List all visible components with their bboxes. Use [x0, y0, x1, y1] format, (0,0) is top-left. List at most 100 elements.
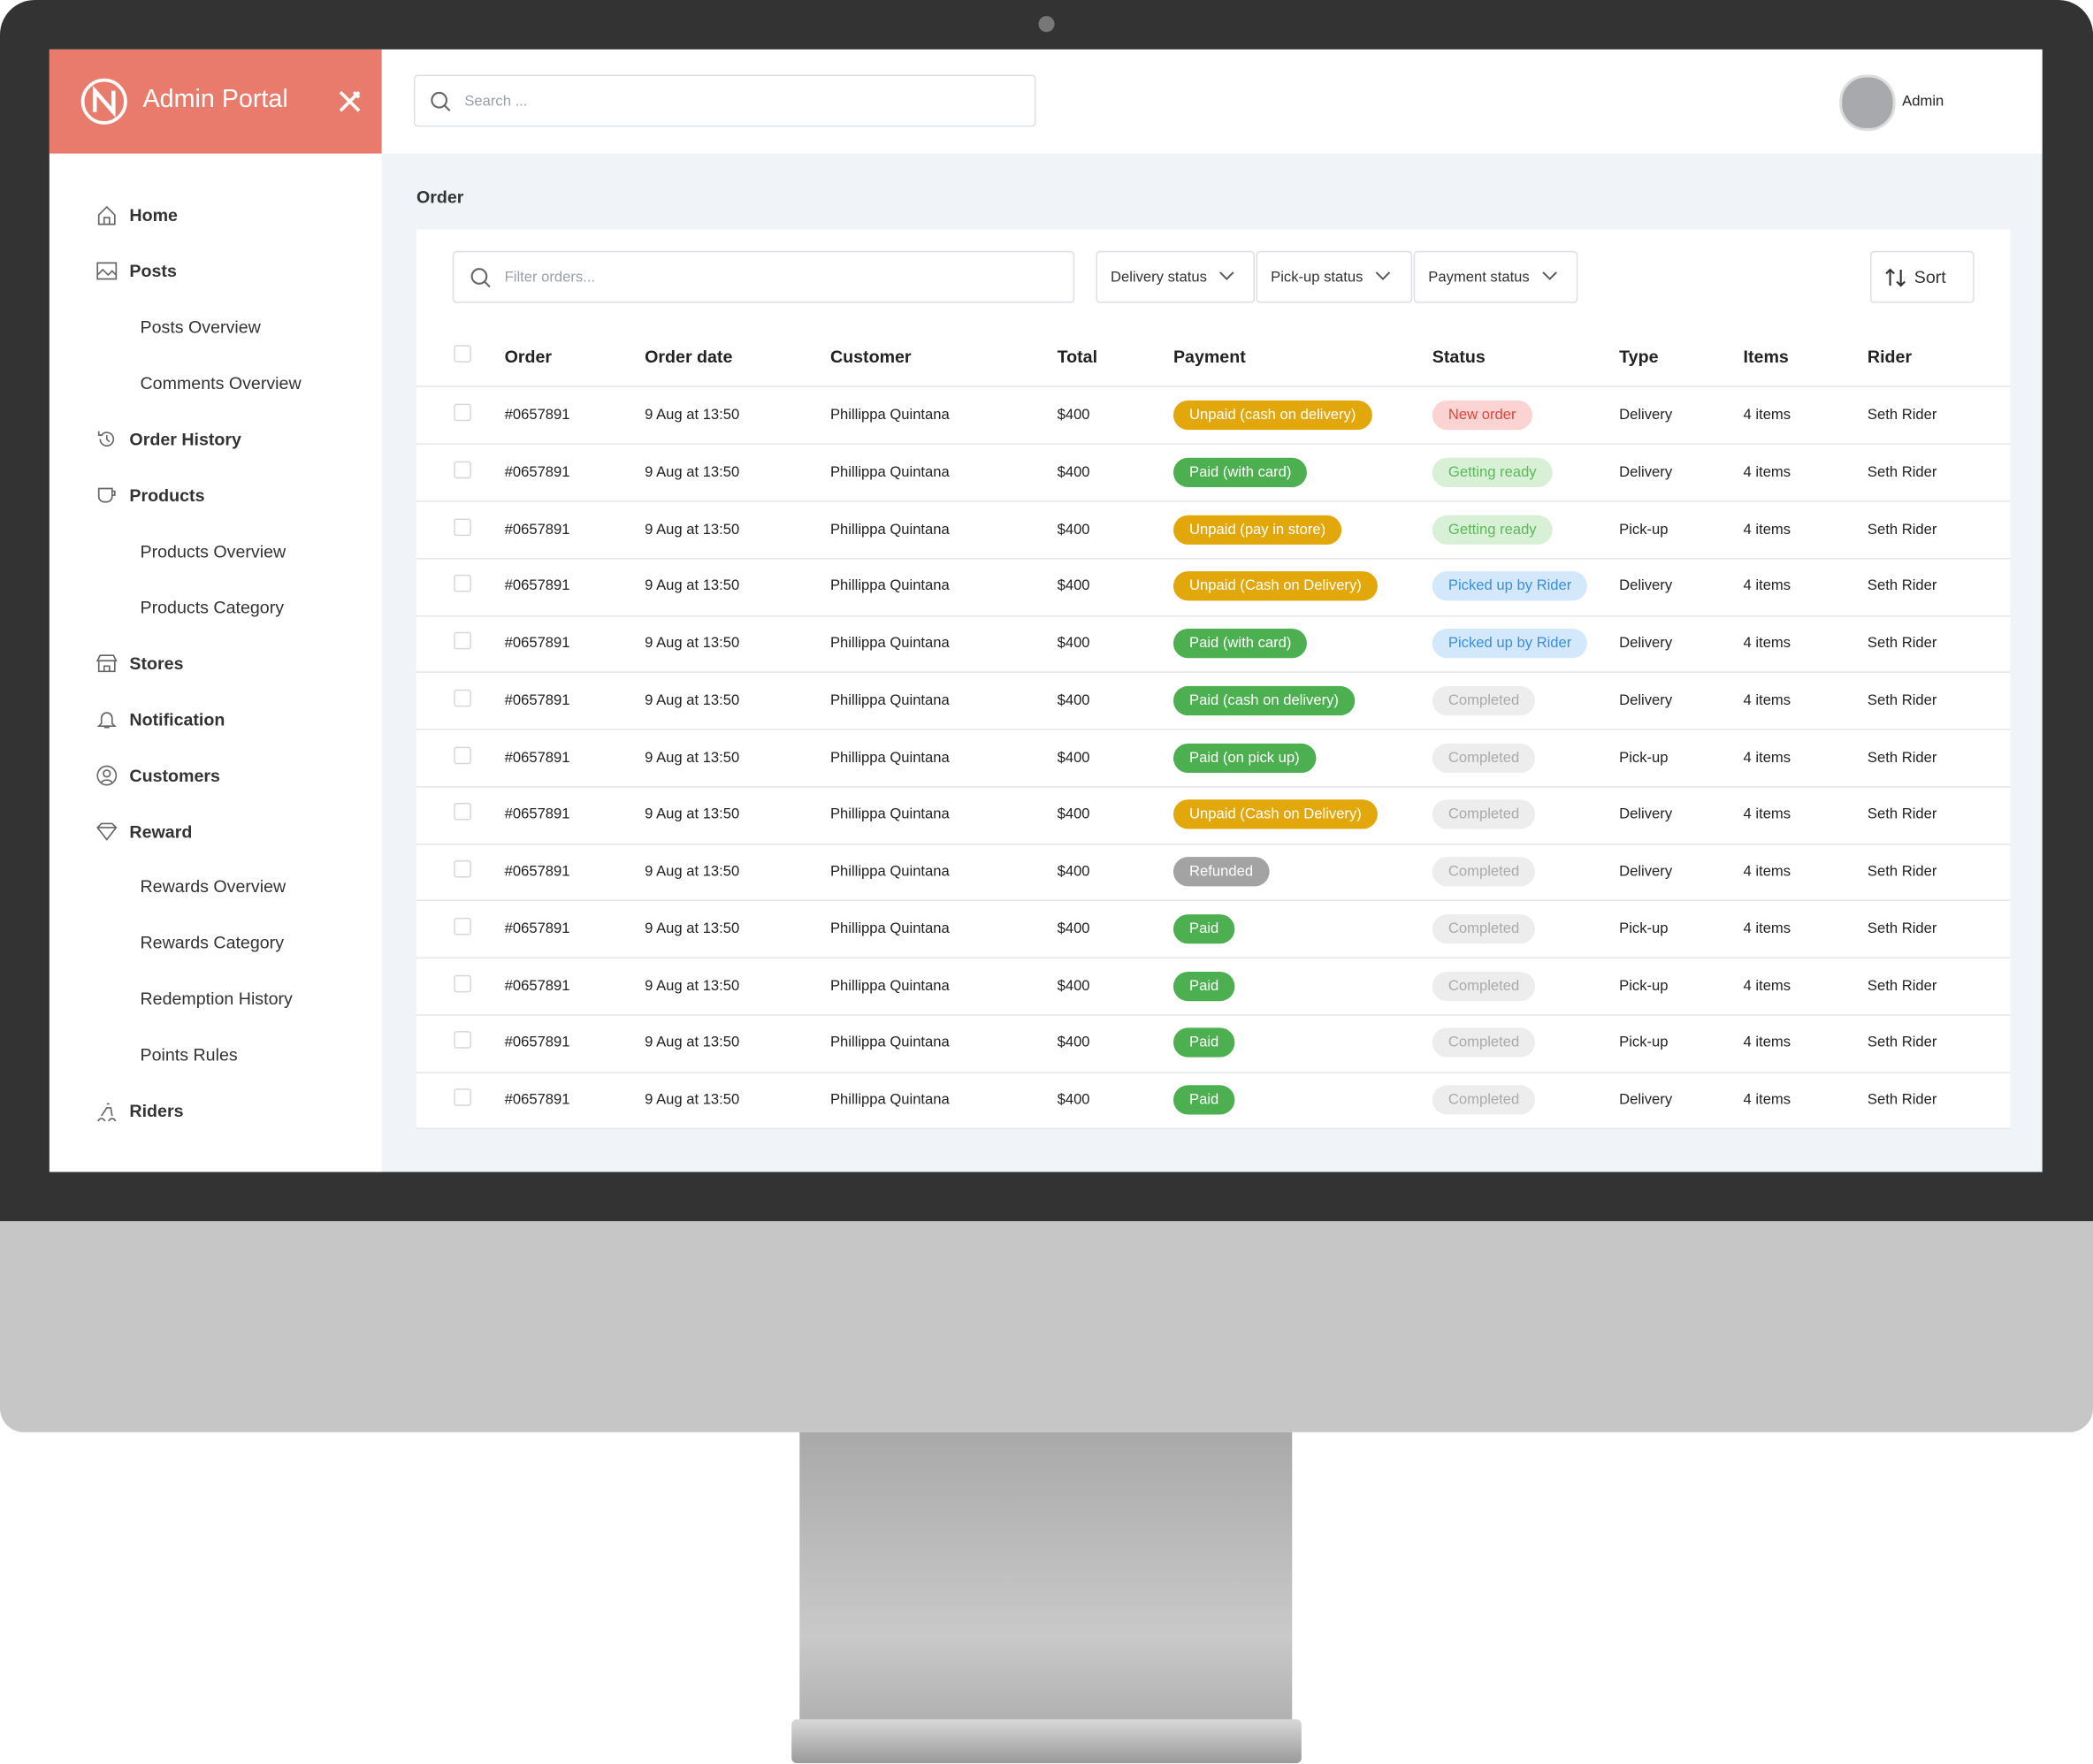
row-checkbox[interactable]: [454, 803, 471, 821]
nav-subitem[interactable]: Products Category: [140, 597, 285, 618]
row-checkbox[interactable]: [454, 974, 471, 992]
nav-item[interactable]: Riders: [129, 1100, 184, 1121]
payment-badge: Paid: [1173, 1085, 1235, 1115]
row-divider: [416, 615, 2011, 616]
cell: $400: [1057, 1091, 1090, 1108]
cell: Phillippa Quintana: [829, 977, 950, 994]
column-header: Total: [1057, 346, 1098, 367]
cell: $400: [1057, 635, 1090, 652]
cell: Pick-up: [1619, 977, 1669, 994]
cell: Delivery: [1619, 692, 1673, 709]
filter-dropdown[interactable]: Delivery status: [1096, 250, 1256, 303]
avatar[interactable]: [1839, 74, 1896, 131]
chevron-icon: [1375, 271, 1391, 280]
cell: 9 Aug at 13:50: [645, 749, 740, 766]
cell: Pick-up: [1619, 749, 1669, 766]
status-badge: Completed: [1432, 857, 1536, 887]
cell: Delivery: [1619, 806, 1673, 823]
cell: 9 Aug at 13:50: [645, 920, 740, 937]
cell: Seth Rider: [1867, 977, 1937, 994]
nav-item[interactable]: Customers: [129, 765, 220, 786]
nav-subitem[interactable]: Rewards Category: [140, 932, 285, 953]
header-checkbox[interactable]: [454, 345, 471, 363]
cell: $400: [1057, 863, 1090, 880]
cell: $400: [1057, 806, 1090, 823]
column-header: Order date: [645, 346, 733, 367]
row-checkbox[interactable]: [454, 1088, 471, 1106]
cell: Delivery: [1619, 578, 1673, 595]
row-divider: [416, 443, 2011, 446]
nav-icon: [97, 1103, 117, 1122]
cell: $400: [1057, 920, 1090, 937]
cell: Seth Rider: [1867, 463, 1937, 481]
row-checkbox[interactable]: [454, 745, 471, 764]
chevron: [1218, 269, 1234, 285]
nav-item[interactable]: Stores: [129, 653, 184, 674]
row-divider: [416, 1014, 2011, 1016]
nav-subitem[interactable]: Posts Overview: [140, 317, 261, 338]
search-box[interactable]: Search ...: [413, 74, 1036, 127]
row-checkbox[interactable]: [454, 689, 471, 706]
nav-subitem[interactable]: Comments Overview: [140, 372, 302, 393]
row-checkbox[interactable]: [454, 461, 471, 478]
column-header: Payment: [1173, 346, 1246, 367]
column-header: Rider: [1867, 346, 1913, 367]
cell: Delivery: [1619, 463, 1673, 481]
cell: #0657891: [504, 521, 570, 538]
cell: Phillippa Quintana: [829, 521, 950, 538]
nav-subitem[interactable]: Redemption History: [140, 988, 293, 1009]
filter-dropdown[interactable]: Pick-up status: [1256, 250, 1413, 303]
row-divider: [416, 1128, 2011, 1130]
cell: $400: [1057, 749, 1090, 766]
row-divider: [416, 557, 2011, 560]
cell: #0657891: [504, 692, 570, 709]
nav-item[interactable]: Notification: [129, 709, 225, 729]
nav-item[interactable]: Posts: [129, 261, 177, 281]
cell: 9 Aug at 13:50: [645, 692, 740, 709]
cell: 4 items: [1743, 1091, 1791, 1108]
sort-button[interactable]: Sort: [1869, 250, 1975, 303]
cell: Seth Rider: [1867, 578, 1937, 595]
row-checkbox[interactable]: [454, 917, 471, 935]
status-badge: Completed: [1432, 799, 1536, 829]
filter-dropdown[interactable]: Payment status: [1413, 250, 1578, 303]
row-checkbox[interactable]: [454, 517, 471, 536]
nav-item[interactable]: Order History: [129, 429, 241, 449]
nav-subitem[interactable]: Points Rules: [140, 1044, 238, 1065]
nav-item[interactable]: Home: [129, 204, 178, 225]
cell: 4 items: [1743, 407, 1791, 424]
nav-icon: [96, 712, 117, 729]
tools-button[interactable]: [338, 89, 362, 113]
cell: 9 Aug at 13:50: [645, 578, 740, 595]
row-divider: [416, 671, 2011, 674]
cell: 9 Aug at 13:50: [645, 463, 740, 481]
nav-subitem[interactable]: Rewards Overview: [140, 876, 286, 897]
row-divider: [416, 843, 2011, 845]
cell: #0657891: [504, 977, 570, 994]
payment-badge: Paid (with card): [1173, 457, 1308, 487]
row-checkbox[interactable]: [454, 403, 471, 422]
filter-label: Payment status: [1428, 269, 1530, 286]
column-header: Items: [1743, 346, 1789, 367]
sidebar: Admin Portal Home Posts Posts Overview Comm…: [49, 49, 382, 1172]
row-checkbox[interactable]: [454, 1031, 471, 1050]
status-badge: Completed: [1432, 1085, 1536, 1115]
row-checkbox[interactable]: [454, 859, 471, 878]
cell: Phillippa Quintana: [829, 863, 950, 880]
cell: Phillippa Quintana: [829, 635, 950, 652]
nav-item[interactable]: Products: [129, 485, 205, 506]
search-icon: [431, 91, 451, 111]
row-divider: [416, 729, 2011, 730]
column-header: Type: [1619, 346, 1659, 367]
cell: #0657891: [504, 1035, 570, 1051]
row-checkbox[interactable]: [454, 631, 471, 650]
monitor-stand: [799, 1432, 1293, 1723]
filter-input[interactable]: Filter orders...: [452, 250, 1075, 303]
nav-subitem[interactable]: Products Overview: [140, 541, 286, 561]
cell: 9 Aug at 13:50: [645, 521, 740, 538]
nav-item[interactable]: Reward: [129, 821, 193, 842]
row-checkbox[interactable]: [454, 575, 471, 592]
sort-label: Sort: [1913, 266, 1946, 287]
cell: #0657891: [504, 407, 570, 424]
